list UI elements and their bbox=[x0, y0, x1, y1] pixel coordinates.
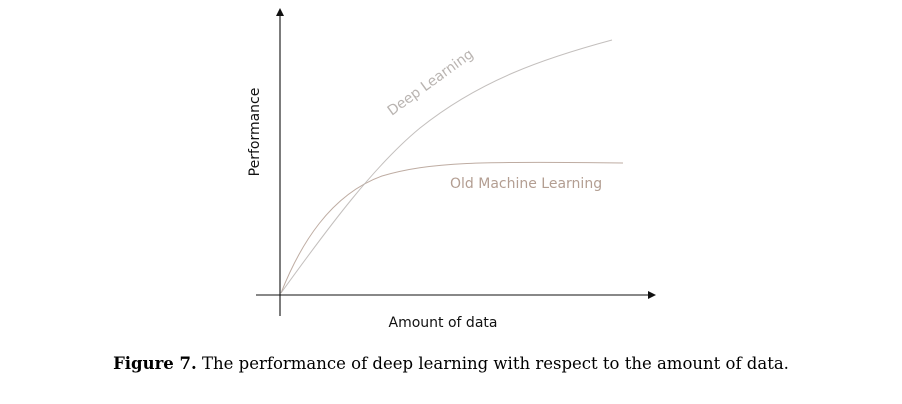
y-axis-label: Performance bbox=[247, 88, 263, 177]
figure-caption: Figure 7. The performance of deep learni… bbox=[0, 354, 902, 373]
old-machine-learning-curve bbox=[280, 161, 624, 294]
performance-vs-data-diagram: Performance Amount of data Deep Learning… bbox=[247, 8, 656, 331]
deep-learning-curve bbox=[280, 39, 613, 294]
x-axis-label: Amount of data bbox=[389, 315, 498, 331]
deep-learning-label: Deep Learning bbox=[385, 46, 477, 119]
caption-text: The performance of deep learning with re… bbox=[202, 354, 789, 373]
caption-figure-number: Figure 7. bbox=[113, 354, 197, 373]
old-machine-learning-label: Old Machine Learning bbox=[450, 176, 602, 192]
